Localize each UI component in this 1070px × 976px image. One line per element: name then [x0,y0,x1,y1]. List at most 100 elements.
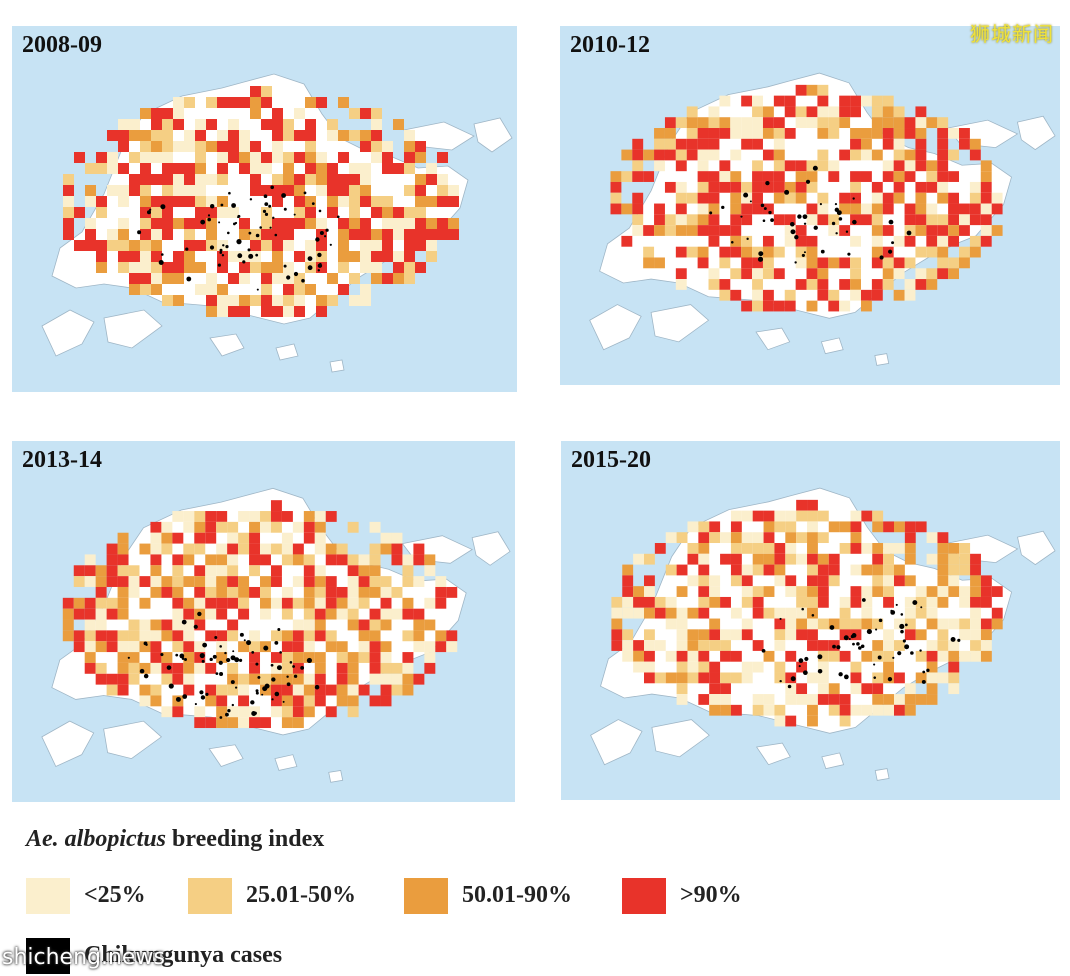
grid-cell [860,171,872,182]
grid-cell [926,268,938,280]
grid-cell [228,152,239,163]
grid-cell [437,196,448,207]
grid-cell [358,684,370,696]
grid-cell [294,185,305,196]
grid-cell [991,586,1003,597]
grid-cell [194,717,206,729]
grid-cell [62,630,74,642]
grid-cell [991,607,1003,619]
grid-cell [752,704,764,716]
grid-cell [238,695,250,707]
grid-cell [785,694,797,705]
grid-cell [850,683,862,695]
grid-cell [303,554,315,566]
grid-cell [752,607,764,619]
grid-cell [217,152,228,163]
grid-cell [162,218,173,229]
case-dot [224,651,227,655]
grid-cell [752,106,763,118]
case-dot [259,226,262,229]
grid-cell [349,251,360,262]
grid-cell [611,640,623,651]
grid-cell [741,672,753,684]
grid-cell [709,683,721,695]
grid-cell [839,279,851,290]
case-dot [161,253,164,256]
grid-cell [676,532,688,544]
grid-cell [752,564,764,576]
grid-cell [632,192,644,204]
grid-cell [828,289,840,301]
case-dot [263,194,268,198]
grid-cell [404,207,415,218]
grid-cell [272,306,283,317]
grid-cell [183,630,195,642]
grid-cell [850,138,861,150]
grid-cell [260,673,271,685]
grid-cell [393,229,404,240]
grid-cell [413,576,425,587]
grid-cell [369,543,381,555]
island-shape [589,304,642,351]
case-dot [834,203,838,206]
grid-cell [140,273,151,284]
grid-cell [162,130,173,141]
grid-cell [261,163,272,174]
grid-cell [948,128,960,139]
grid-cell [741,203,753,215]
grid-cell [839,650,851,662]
grid-cell [752,117,763,129]
grid-cell [303,706,315,718]
case-dot [215,672,219,676]
grid-cell [861,683,873,695]
grid-cell [633,650,645,662]
grid-cell [338,152,349,163]
grid-cell [249,543,261,555]
grid-cell [969,192,981,204]
grid-cell [206,141,217,152]
case-dot [721,205,725,210]
grid-cell [117,608,129,620]
grid-cell [762,181,774,193]
grid-cell [437,218,448,229]
case-dot [248,253,254,259]
grid-cell [991,203,1003,215]
grid-cell [249,511,261,522]
grid-cell [249,673,261,685]
grid-cell [184,196,195,207]
grid-cell [336,554,348,566]
grid-cell [261,185,272,196]
grid-cell [948,257,960,269]
grid-cell [404,163,415,174]
grid-cell [85,229,96,240]
case-dot [256,288,259,291]
grid-cell [882,225,894,236]
grid-cell [117,641,129,653]
grid-cell [118,130,129,141]
grid-cell [151,218,162,229]
grid-cell [720,596,731,608]
case-dot [181,657,185,660]
case-dot [292,665,295,668]
case-dot [803,222,807,225]
grid-cell [741,128,753,139]
grid-cell [325,597,337,609]
case-dot [231,203,237,208]
case-dot [222,244,225,247]
grid-cell [162,229,173,240]
grid-cell [305,240,316,251]
grid-cell [369,652,381,663]
grid-cell [369,554,381,566]
grid-cell [238,576,250,587]
grid-cell [686,128,698,139]
grid-cell [828,117,840,129]
grid-cell [250,251,261,262]
grid-cell [84,597,96,609]
grid-cell [654,672,666,684]
grid-cell [698,596,710,608]
grid-cell [675,117,687,129]
grid-cell [850,268,861,280]
grid-cell [150,684,162,696]
grid-cell [687,661,699,673]
case-dot [207,217,211,222]
